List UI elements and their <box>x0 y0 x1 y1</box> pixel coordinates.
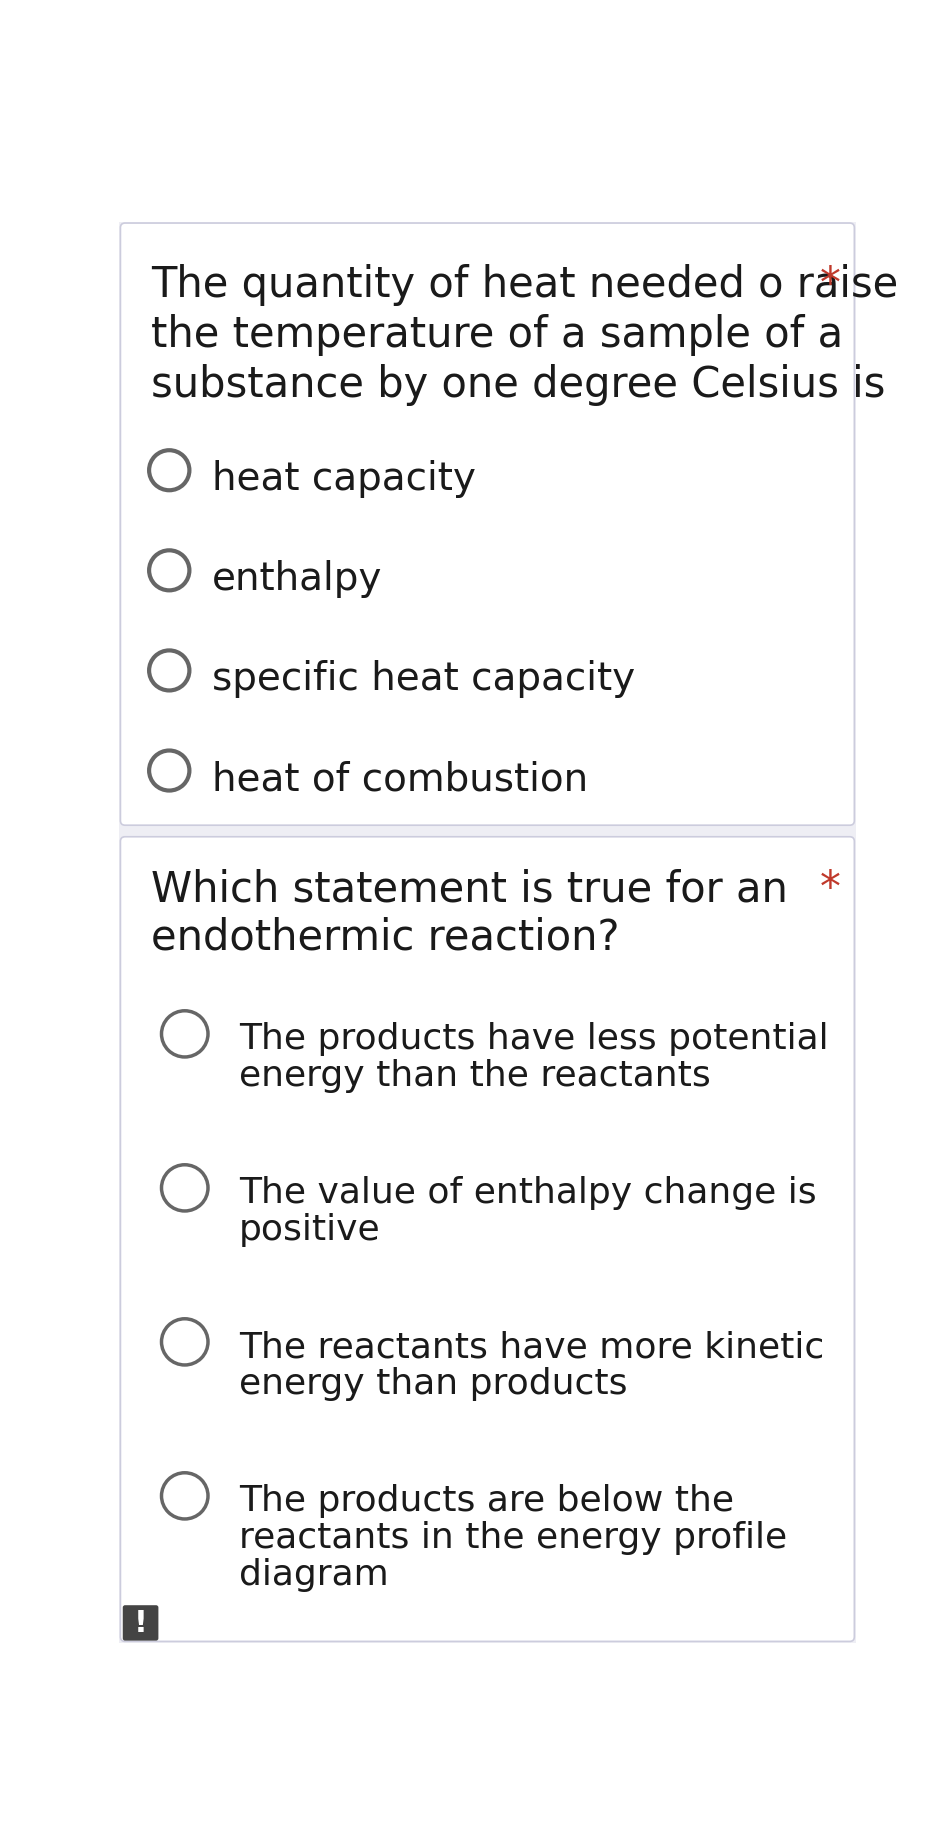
Text: !: ! <box>134 1610 147 1637</box>
Circle shape <box>162 1165 208 1211</box>
Text: specific heat capacity: specific heat capacity <box>212 661 635 698</box>
Circle shape <box>149 650 189 690</box>
Text: reactants in the energy profile: reactants in the energy profile <box>239 1521 787 1556</box>
Text: enthalpy: enthalpy <box>212 561 382 598</box>
Text: The quantity of heat needed o raise: The quantity of heat needed o raise <box>151 264 899 306</box>
Circle shape <box>149 450 189 491</box>
FancyBboxPatch shape <box>123 1606 159 1641</box>
Circle shape <box>149 550 189 591</box>
FancyBboxPatch shape <box>121 836 854 1641</box>
Text: The products are below the: The products are below the <box>239 1484 734 1517</box>
Text: Which statement is true for an: Which statement is true for an <box>151 868 788 910</box>
Text: The reactants have more kinetic: The reactants have more kinetic <box>239 1331 825 1364</box>
FancyBboxPatch shape <box>121 223 854 825</box>
Circle shape <box>162 1012 208 1058</box>
Text: heat of combustion: heat of combustion <box>212 761 588 799</box>
Text: *: * <box>821 264 841 306</box>
Circle shape <box>162 1318 208 1364</box>
Text: energy than products: energy than products <box>239 1368 628 1401</box>
Text: substance by one degree Celsius is: substance by one degree Celsius is <box>151 364 885 406</box>
Text: The value of enthalpy change is: The value of enthalpy change is <box>239 1176 817 1211</box>
Text: energy than the reactants: energy than the reactants <box>239 1060 710 1093</box>
Text: diagram: diagram <box>239 1558 389 1593</box>
Text: *: * <box>821 868 841 910</box>
Text: endothermic reaction?: endothermic reaction? <box>151 916 620 958</box>
Text: The products have less potential: The products have less potential <box>239 1023 828 1056</box>
Text: heat capacity: heat capacity <box>212 460 476 498</box>
Circle shape <box>162 1473 208 1519</box>
Text: positive: positive <box>239 1213 380 1248</box>
Text: the temperature of a sample of a: the temperature of a sample of a <box>151 314 844 356</box>
Circle shape <box>149 751 189 790</box>
